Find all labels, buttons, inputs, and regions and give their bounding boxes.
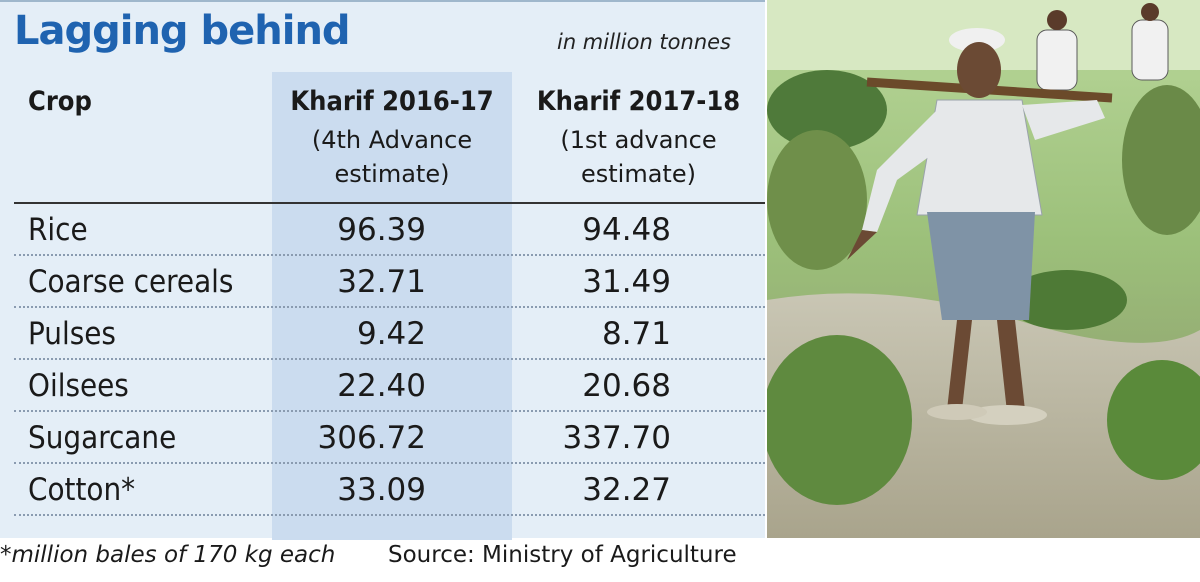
header-subtitle-line: estimate) [334,160,450,188]
table-row: Coarse cereals 32.71 31.49 [14,256,765,308]
cell-kharif-2016-17: 96.39 [337,212,426,248]
row-divider [14,462,765,464]
farmer-photo [767,0,1200,538]
header-kharif-2017-18-title: Kharif 2017-18 [536,86,741,117]
header-kharif-2016-17-subtitle: (4th Advance estimate) [272,123,512,191]
header-subtitle-line: estimate) [581,160,696,188]
header-subtitle-line: (4th Advance [311,126,473,154]
header-kharif-2016-17: Kharif 2016-17 (4th Advance estimate) [272,86,512,191]
cell-kharif-2016-17: 9.42 [356,316,426,352]
cell-crop: Coarse cereals [28,264,234,300]
header-divider [14,202,765,204]
cell-kharif-2016-17: 32.71 [337,264,426,300]
table-row: Oilsees 22.40 20.68 [14,360,765,412]
header-subtitle-line: (1st advance [560,126,717,154]
cell-kharif-2017-18: 94.48 [582,212,671,248]
cell-kharif-2017-18: 8.71 [601,316,671,352]
header-crop: Crop [28,86,92,117]
row-divider [14,254,765,256]
table-row: Rice 96.39 94.48 [14,204,765,256]
table-row: Cotton* 33.09 32.27 [14,464,765,516]
header-kharif-2016-17-title: Kharif 2016-17 [290,86,494,117]
row-divider [14,306,765,308]
cell-kharif-2017-18: 32.27 [582,472,671,508]
unit-note: in million tonnes [556,30,731,54]
cell-kharif-2017-18: 20.68 [582,368,671,404]
cell-crop: Oilsees [28,368,129,404]
row-divider [14,514,765,516]
data-table: Crop Kharif 2016-17 (4th Advance estimat… [14,72,765,540]
table-row: Pulses 9.42 8.71 [14,308,765,360]
row-divider [14,358,765,360]
source-credit: Source: Ministry of Agriculture [388,542,737,568]
footnote: *million bales of 170 kg each [0,542,336,568]
cell-kharif-2016-17: 306.72 [317,420,426,456]
row-divider [14,410,765,412]
cell-kharif-2017-18: 337.70 [562,420,671,456]
cell-kharif-2016-17: 22.40 [337,368,426,404]
header-kharif-2017-18: Kharif 2017-18 (1st advance estimate) [512,86,765,191]
cell-crop: Sugarcane [28,420,177,456]
cell-crop: Rice [28,212,88,248]
table-row: Sugarcane 306.72 337.70 [14,412,765,464]
cell-kharif-2016-17: 33.09 [337,472,426,508]
cell-crop: Cotton* [28,472,136,508]
farmer-photo-illustration [767,0,1200,538]
table-header: Crop Kharif 2016-17 (4th Advance estimat… [14,72,765,204]
cell-kharif-2017-18: 31.49 [582,264,671,300]
cell-crop: Pulses [28,316,116,352]
header-kharif-2017-18-subtitle: (1st advance estimate) [512,123,765,191]
page-title: Lagging behind [14,8,351,54]
table-panel: Lagging behind in million tonnes Crop Kh… [0,0,765,540]
